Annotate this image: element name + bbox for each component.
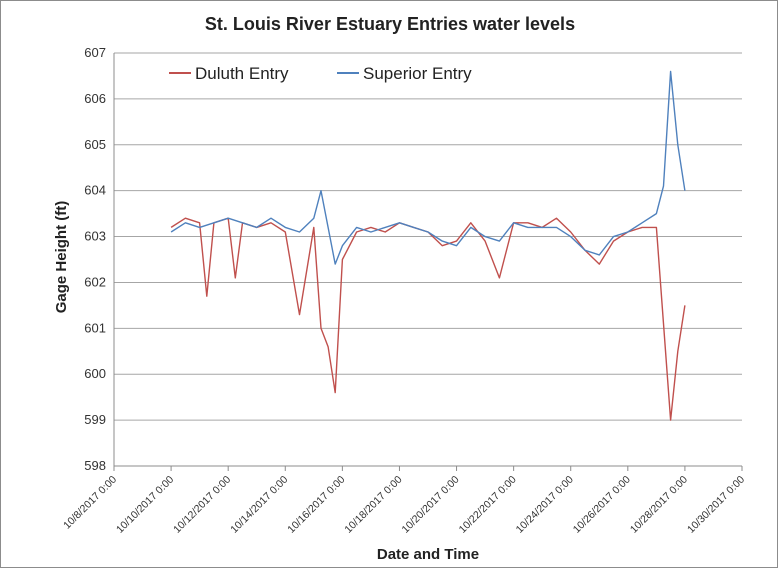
x-tick-label-11: 10/30/2017 0:00 (685, 474, 747, 536)
y-tick-label-3: 601 (84, 320, 106, 335)
x-tick-label-10: 10/28/2017 0:00 (628, 474, 690, 536)
x-tick-label-4: 10/16/2017 0:00 (285, 474, 347, 536)
y-tick-label-8: 606 (84, 91, 106, 106)
x-tick-label-2: 10/12/2017 0:00 (171, 474, 233, 536)
y-axis-title: Gage Height (ft) (53, 201, 70, 314)
x-axis-title: Date and Time (377, 546, 479, 563)
x-tick-label-9: 10/26/2017 0:00 (571, 474, 633, 536)
chart-title: St. Louis River Estuary Entries water le… (205, 14, 575, 34)
x-tick-label-6: 10/20/2017 0:00 (400, 474, 462, 536)
x-tick-label-8: 10/24/2017 0:00 (514, 474, 576, 536)
x-tick-label-5: 10/18/2017 0:00 (342, 474, 404, 536)
y-tick-label-4: 602 (84, 274, 106, 289)
y-tick-label-5: 603 (84, 229, 106, 244)
x-tick-label-0: 10/8/2017 0:00 (61, 474, 119, 532)
y-tick-label-7: 605 (84, 137, 106, 152)
series-line-1 (170, 70, 686, 265)
y-tick-label-9: 607 (84, 45, 106, 60)
axes (113, 53, 743, 471)
legend: Duluth Entry Superior Entry (169, 64, 472, 83)
y-tick-label-0: 598 (84, 458, 106, 473)
series-lines (170, 70, 686, 421)
y-tick-label-6: 604 (84, 183, 106, 198)
series-line-0 (170, 217, 686, 421)
y-tick-labels: 598 599 600 601 602 603 604 605 606 607 (84, 45, 106, 473)
y-tick-label-2: 600 (84, 366, 106, 381)
legend-label-0: Duluth Entry (195, 64, 289, 83)
y-tick-label-1: 599 (84, 412, 106, 427)
x-tick-label-7: 10/22/2017 0:00 (457, 474, 519, 536)
x-tick-label-1: 10/10/2017 0:00 (114, 474, 176, 536)
gridlines (114, 52, 742, 467)
x-tick-label-3: 10/14/2017 0:00 (228, 474, 290, 536)
legend-label-1: Superior Entry (363, 64, 472, 83)
